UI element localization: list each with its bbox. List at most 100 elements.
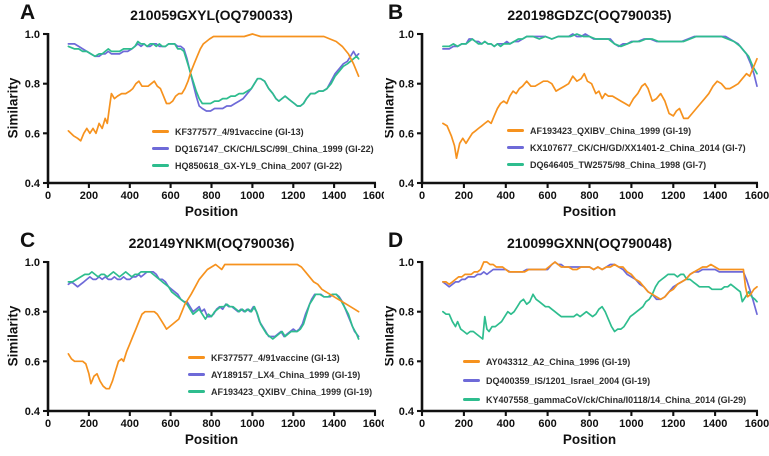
- panel-title: 220149YNKM(OQ790036): [128, 235, 295, 251]
- svg-text:0.8: 0.8: [399, 79, 414, 91]
- svg-text:1.0: 1.0: [399, 29, 414, 41]
- svg-text:600: 600: [161, 190, 179, 202]
- svg-text:1200: 1200: [661, 418, 685, 430]
- x-axis-label: Position: [562, 432, 617, 447]
- panel-letter: D: [388, 229, 404, 252]
- svg-text:0.6: 0.6: [25, 128, 40, 140]
- svg-text:1600: 1600: [363, 190, 384, 202]
- svg-text:1200: 1200: [281, 190, 305, 202]
- svg-text:1.0: 1.0: [25, 29, 40, 41]
- svg-text:0.8: 0.8: [399, 307, 414, 319]
- plot-area: 0 200 400 600 800 1000 1200 1400 1600 0.4 0.6 0.8 1.…: [399, 29, 769, 202]
- line-swatch-green: [463, 398, 480, 401]
- svg-text:0.8: 0.8: [25, 79, 40, 91]
- svg-text:400: 400: [497, 418, 515, 430]
- legend-label: KX107677_CK/CH/GD/XX1401-2_China_2014 (G…: [530, 142, 746, 153]
- svg-text:0.4: 0.4: [25, 406, 41, 418]
- legend-label: KF377577_4/91vaccine (GI-13): [211, 352, 340, 363]
- x-axis-label: Position: [184, 432, 239, 447]
- line-swatch-green: [152, 164, 169, 167]
- svg-text:0.4: 0.4: [399, 406, 415, 418]
- line-swatch-blue: [188, 373, 205, 376]
- svg-text:1400: 1400: [703, 190, 727, 202]
- svg-text:0: 0: [419, 190, 425, 202]
- line-swatch-blue: [463, 379, 480, 382]
- line-swatch-blue: [507, 146, 524, 149]
- svg-text:1200: 1200: [281, 418, 305, 430]
- legend-item: AF193423_QXIBV_China_1999 (GI-19): [188, 383, 372, 400]
- legend-label: KF377577_4/91vaccine (GI-13): [175, 126, 304, 137]
- svg-text:200: 200: [80, 190, 98, 202]
- svg-text:1400: 1400: [322, 190, 346, 202]
- svg-text:0.8: 0.8: [25, 307, 40, 319]
- legend-label: KY407558_gammaCoV/ck/China/I0118/14_Chin…: [486, 394, 747, 405]
- svg-text:1.0: 1.0: [25, 257, 40, 269]
- legend-item: AY043312_A2_China_1996 (GI-19): [463, 352, 746, 371]
- legend-item: KY407558_gammaCoV/ck/China/I0118/14_Chin…: [463, 390, 746, 409]
- legend-label: AY189157_LX4_China_1999 (GI-19): [211, 369, 361, 380]
- svg-text:1000: 1000: [619, 190, 643, 202]
- svg-text:200: 200: [80, 418, 98, 430]
- svg-text:1000: 1000: [240, 190, 264, 202]
- legend-label: DQ646405_TW2575/98_China_1998 (GI-7): [530, 159, 707, 170]
- legend-item: AY189157_LX4_China_1999 (GI-19): [188, 366, 372, 383]
- legend-item: KF377577_4/91vaccine (GI-13): [188, 349, 372, 366]
- svg-text:1600: 1600: [363, 418, 384, 430]
- plot-area: 0 200 400 600 800 1000 1200 1400 1600 0.4 0.6 0.8 1.…: [25, 29, 384, 202]
- svg-text:400: 400: [121, 190, 139, 202]
- panel-c: C 220149YNKM(OQ790036) Similarity 0 200 40…: [0, 228, 384, 456]
- legend: KF377577_4/91vaccine (GI-13) DQ167147_CK…: [152, 123, 374, 174]
- panel-a: A 210059GXYL(OQ790033) Similarity 0 200 40…: [0, 0, 384, 228]
- panel-letter: A: [20, 1, 36, 24]
- svg-text:1600: 1600: [745, 418, 769, 430]
- svg-text:600: 600: [538, 418, 556, 430]
- svg-text:1400: 1400: [322, 418, 346, 430]
- legend: AF193423_QXIBV_China_1999 (GI-19) KX1076…: [507, 122, 746, 173]
- x-axis-label: Position: [184, 204, 239, 219]
- panel-title: 210099GXNN(OQ790048): [507, 235, 672, 251]
- svg-text:1.0: 1.0: [399, 257, 414, 269]
- panel-b: B 220198GDZC(OQ790035) Similarity 0 200 40…: [385, 0, 769, 228]
- svg-text:1200: 1200: [661, 190, 685, 202]
- panel-d: D 210099GXNN(OQ790048) Similarity 0 200 40…: [385, 228, 769, 456]
- svg-text:1600: 1600: [745, 190, 769, 202]
- line-swatch-orange: [507, 129, 524, 132]
- line-swatch-green: [507, 163, 524, 166]
- plot-area: 0 200 400 600 800 1000 1200 1400 1600 0.4 0.6 0.8 1.…: [399, 257, 769, 430]
- panel-title: 220198GDZC(OQ790035): [507, 7, 672, 23]
- line-swatch-blue: [152, 147, 169, 150]
- svg-text:0.6: 0.6: [399, 128, 414, 140]
- svg-text:0.4: 0.4: [399, 178, 415, 190]
- legend: AY043312_A2_China_1996 (GI-19) DQ400359_…: [463, 352, 746, 409]
- svg-text:800: 800: [580, 418, 598, 430]
- legend-label: AF193423_QXIBV_China_1999 (GI-19): [211, 386, 373, 397]
- svg-text:600: 600: [161, 418, 179, 430]
- legend-item: DQ167147_CK/CH/LSC/99I_China_1999 (GI-22…: [152, 140, 374, 157]
- svg-text:0.6: 0.6: [25, 356, 40, 368]
- line-swatch-orange: [188, 356, 205, 359]
- legend-item: DQ400359_IS/1201_Israel_2004 (GI-19): [463, 371, 746, 390]
- legend-label: DQ167147_CK/CH/LSC/99I_China_1999 (GI-22…: [175, 143, 374, 154]
- svg-text:1000: 1000: [240, 418, 264, 430]
- svg-text:0.6: 0.6: [399, 356, 414, 368]
- svg-text:0: 0: [45, 418, 51, 430]
- svg-text:200: 200: [455, 190, 473, 202]
- legend-label: DQ400359_IS/1201_Israel_2004 (GI-19): [486, 375, 651, 386]
- panel-letter: C: [20, 229, 36, 252]
- plot-area: 0 200 400 600 800 1000 1200 1400 1600 0.4 0.6 0.8 1.…: [25, 257, 384, 430]
- svg-text:1400: 1400: [703, 418, 727, 430]
- panel-letter: B: [388, 1, 404, 24]
- svg-text:0: 0: [45, 190, 51, 202]
- line-swatch-green: [188, 390, 205, 393]
- legend-label: AF193423_QXIBV_China_1999 (GI-19): [530, 125, 692, 136]
- svg-text:200: 200: [455, 418, 473, 430]
- svg-text:800: 800: [202, 190, 220, 202]
- svg-text:800: 800: [580, 190, 598, 202]
- legend: KF377577_4/91vaccine (GI-13) AY189157_LX…: [188, 349, 372, 400]
- svg-text:600: 600: [538, 190, 556, 202]
- svg-text:800: 800: [202, 418, 220, 430]
- legend-label: AY043312_A2_China_1996 (GI-19): [486, 356, 631, 367]
- legend-item: HQ850618_GX-YL9_China_2007 (GI-22): [152, 157, 374, 174]
- line-swatch-orange: [152, 130, 169, 133]
